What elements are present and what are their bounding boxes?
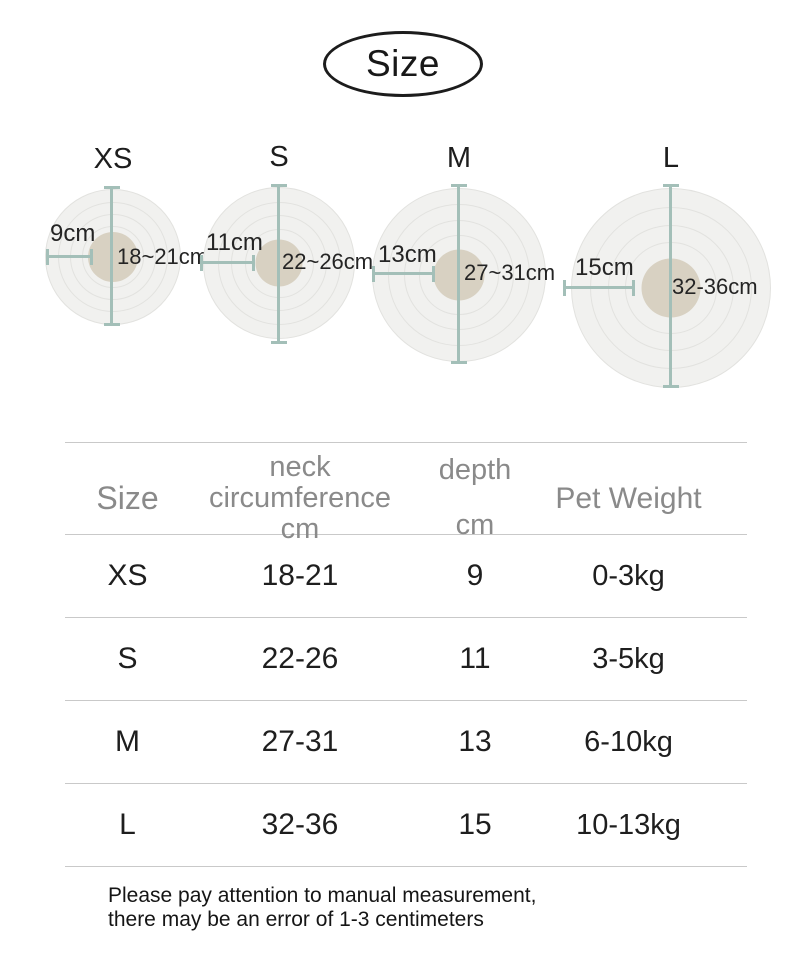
circumference-label: 18~21cm	[117, 244, 209, 269]
depth-label: 11cm	[206, 229, 263, 256]
circumference-label: 27~31cm	[464, 260, 556, 285]
diagram-size-label: S	[269, 141, 289, 173]
cell-neck: 32-36	[261, 808, 339, 841]
size-diagram-l: L 15cm 32-36cm	[563, 142, 771, 388]
cell-depth: 13	[458, 725, 492, 758]
diameter-measure-line	[270, 184, 287, 344]
table-row-s: S 22-26 11 3-5kg	[65, 618, 747, 701]
header-neck-circumference: neck circumference cm	[208, 450, 392, 545]
cell-depth: 15	[458, 808, 492, 841]
cell-weight: 3-5kg	[592, 642, 665, 675]
table-row-l: L 32-36 15 10-13kg	[65, 784, 747, 867]
cell-weight: 10-13kg	[576, 808, 681, 841]
diagram-size-label: L	[662, 142, 680, 174]
cell-size: XS	[107, 559, 148, 592]
cell-weight: 6-10kg	[584, 725, 673, 758]
depth-label: 13cm	[378, 241, 437, 268]
table-row-xs: XS 18-21 9 0-3kg	[65, 535, 747, 618]
cell-size: S	[117, 642, 138, 675]
cell-neck: 27-31	[261, 725, 339, 758]
cell-neck: 22-26	[261, 642, 339, 675]
depth-measure-line	[563, 279, 635, 296]
size-diagram-s: S 11cm 22~26cm	[200, 141, 373, 344]
cell-weight: 0-3kg	[592, 559, 665, 592]
header-pet-weight: Pet Weight	[555, 481, 702, 515]
size-title-badge: Size	[323, 31, 483, 97]
circumference-label: 32-36cm	[672, 274, 758, 299]
diagram-size-label: M	[446, 142, 472, 174]
diameter-measure-line	[450, 184, 467, 364]
cell-depth: 9	[466, 559, 484, 592]
depth-label: 15cm	[575, 254, 634, 281]
diagram-size-label: XS	[93, 143, 133, 175]
diameter-measure-line	[103, 186, 120, 326]
depth-label: 9cm	[50, 220, 96, 247]
cell-depth: 11	[459, 642, 491, 675]
circumference-label: 22~26cm	[282, 249, 374, 274]
size-table: Size neck circumference cm depth cm Pet …	[65, 442, 747, 867]
table-header-row: Size neck circumference cm depth cm Pet …	[65, 442, 747, 544]
page-title: Size	[366, 43, 440, 84]
diameter-measure-line	[662, 184, 679, 388]
cell-neck: 18-21	[261, 559, 339, 592]
header-depth: depth cm	[438, 454, 512, 541]
collar-center	[88, 232, 138, 282]
size-diagram-xs: XS 9cm 18~21cm	[45, 143, 208, 326]
cell-size: L	[119, 808, 136, 841]
size-diagram-m: M 13cm 27~31cm	[372, 142, 555, 364]
depth-measure-line	[200, 254, 255, 271]
header-size: Size	[96, 479, 159, 516]
depth-measure-line	[46, 248, 93, 265]
table-row-m: M 27-31 13 6-10kg	[65, 701, 747, 784]
cell-size: M	[115, 725, 140, 758]
measurement-disclaimer: Please pay attention to manual measureme…	[108, 884, 537, 931]
depth-measure-line	[372, 265, 435, 282]
